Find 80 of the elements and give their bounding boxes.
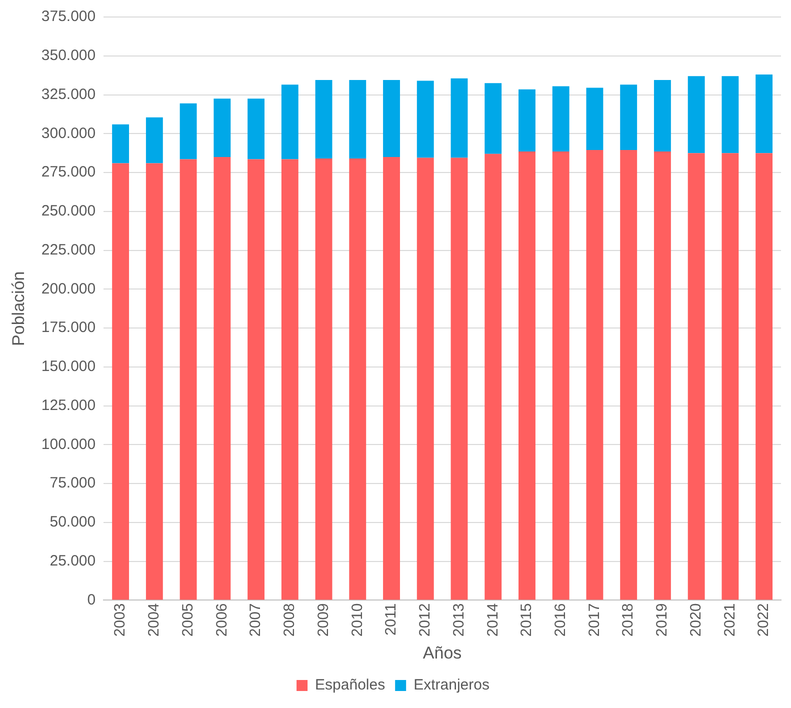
y-tick-label: 150.000 (41, 358, 96, 376)
bar (586, 88, 604, 150)
x-tick-label: 2013 (450, 603, 468, 637)
x-tick-label: 2005 (179, 603, 196, 637)
y-tick-label: 350.000 (41, 47, 96, 64)
y-axis-title: Población (8, 271, 28, 346)
x-tick-label: 2007 (247, 603, 264, 637)
y-tick-label: 275.000 (41, 164, 96, 181)
y-tick-label: 175.000 (41, 319, 96, 336)
x-tick-label: 2014 (484, 603, 502, 637)
bar (450, 78, 468, 158)
y-tick-label: 300.000 (41, 124, 96, 142)
y-tick-label: 100.000 (41, 436, 96, 453)
x-tick-label: 2010 (348, 603, 366, 637)
bar (654, 152, 671, 600)
bar (315, 80, 332, 159)
x-tick-label: 2017 (586, 603, 603, 637)
bar (688, 76, 705, 154)
bar (315, 158, 332, 600)
bar (484, 154, 502, 600)
x-tick-label: 2006 (213, 603, 230, 637)
x-tick-label: 2004 (146, 603, 163, 637)
y-tick-label: 325.000 (41, 86, 96, 103)
bar (281, 84, 298, 160)
x-tick-label: 2003 (112, 603, 129, 637)
y-tick-label: 75.000 (50, 474, 96, 492)
bar (416, 158, 434, 600)
bar (518, 152, 536, 600)
y-tick-label: 375.000 (41, 8, 96, 26)
bar (484, 83, 502, 154)
bar (552, 152, 570, 600)
legend-label: Españoles (315, 676, 386, 694)
bar (518, 89, 536, 152)
bar (146, 117, 163, 164)
x-tick-label: 2021 (721, 603, 738, 637)
y-tick-label: 0 (87, 591, 96, 608)
x-tick-label: 2019 (654, 603, 671, 637)
y-tick-label: 25.000 (50, 552, 96, 570)
x-axis-title: Años (422, 643, 462, 662)
bar (620, 84, 638, 150)
bar (756, 153, 773, 600)
x-tick-label: 2009 (314, 603, 332, 637)
y-tick-label: 50.000 (50, 514, 96, 531)
bar (654, 80, 671, 152)
x-tick-label: 2008 (281, 603, 298, 637)
bar (146, 163, 163, 600)
bar (722, 153, 739, 600)
bar (214, 156, 231, 600)
bar (281, 159, 298, 600)
bar (620, 150, 638, 600)
x-tick-label: 2022 (755, 603, 772, 637)
bar (248, 98, 264, 160)
bar (383, 156, 400, 600)
legend-label: Extranjeros (414, 676, 490, 694)
bar (349, 158, 366, 600)
bar (180, 103, 197, 160)
bar (112, 163, 130, 600)
x-tick-label: 2012 (416, 603, 434, 637)
bar (112, 124, 130, 164)
x-tick-label: 2016 (552, 603, 569, 637)
y-tick-label: 250.000 (41, 202, 96, 220)
bar (586, 150, 604, 600)
bar (450, 158, 468, 600)
bar (552, 86, 570, 152)
bar (349, 80, 366, 159)
x-tick-label: 2011 (382, 603, 400, 636)
y-tick-label: 200.000 (41, 280, 96, 298)
y-tick-label: 125.000 (41, 396, 96, 414)
x-tick-label: 2018 (620, 603, 637, 637)
x-tick-label: 2015 (518, 603, 536, 637)
bar (214, 98, 231, 157)
bar (248, 159, 264, 600)
bar (722, 76, 739, 154)
bar (180, 159, 197, 600)
bar (756, 74, 773, 154)
x-tick-label: 2020 (687, 603, 704, 637)
y-tick-label: 225.000 (41, 241, 96, 258)
bar (688, 153, 705, 600)
bar (383, 80, 400, 157)
bar (416, 80, 434, 158)
